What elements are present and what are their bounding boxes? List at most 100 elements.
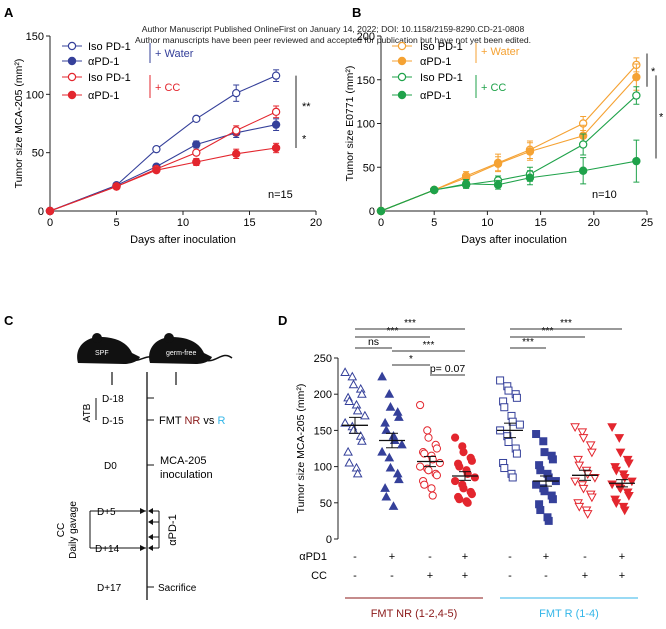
- legend-marker: [397, 41, 407, 51]
- data-point: [624, 459, 634, 469]
- legend-marker: [397, 56, 407, 66]
- scatter-group-6: [570, 423, 600, 519]
- data-point: [619, 473, 630, 483]
- scatter-group-2: [416, 400, 444, 500]
- d-plus-14: D+14: [95, 544, 120, 555]
- panel-letter-a: A: [4, 5, 14, 20]
- germ-free-mouse-icon: germ-free: [149, 333, 233, 364]
- data-point: [548, 495, 557, 504]
- data-point: [380, 417, 390, 427]
- data-point: [424, 433, 433, 442]
- data-point: [352, 468, 363, 478]
- data-point: [611, 499, 622, 509]
- x-tick-label: 25: [641, 217, 653, 229]
- spf-label: SPF: [95, 350, 109, 357]
- header-line-1: Author Manuscript Published OnlineFirst …: [141, 24, 525, 34]
- cc-sign: +: [462, 570, 468, 582]
- x-tick-label: 0: [378, 217, 384, 229]
- data-point: [504, 437, 513, 446]
- data-point: [463, 498, 472, 507]
- gavage-label: Daily gavage: [68, 501, 79, 559]
- data-point: [578, 166, 588, 175]
- data-point: [348, 379, 359, 389]
- significance-label: ***: [423, 340, 435, 351]
- data-point: [512, 393, 521, 402]
- significance-bracket: ***: [510, 326, 585, 338]
- data-point: [152, 144, 161, 154]
- data-point: [231, 149, 241, 159]
- data-point: [388, 501, 399, 510]
- data-point: [540, 487, 549, 496]
- data-point: [548, 455, 557, 464]
- x-tick-label: 20: [588, 217, 600, 229]
- data-point: [578, 140, 588, 149]
- significance-bracket: ***: [510, 337, 546, 349]
- data-point: [432, 471, 441, 480]
- data-point: [525, 147, 535, 156]
- data-point: [384, 388, 395, 398]
- data-point: [420, 480, 429, 489]
- data-point: [574, 461, 585, 471]
- legend-group-water: + Water: [155, 48, 194, 60]
- d-minus-18: D-18: [102, 394, 124, 405]
- legend-marker: [397, 90, 407, 100]
- y-tick-label: 50: [363, 162, 375, 174]
- inoculation-line-1: MCA-205: [160, 455, 206, 467]
- data-point: [340, 417, 350, 427]
- data-point: [343, 446, 353, 456]
- data-point: [231, 126, 241, 135]
- data-point: [360, 410, 370, 420]
- scatter-group-4: [496, 376, 524, 482]
- data-point: [231, 88, 241, 98]
- data-point: [582, 510, 593, 519]
- data-point: [451, 476, 460, 486]
- cc-sign: +: [427, 570, 433, 582]
- header-line-2: Author manuscripts have been peer review…: [134, 35, 532, 45]
- data-point: [615, 448, 626, 458]
- cc-sign: -: [353, 570, 357, 582]
- data-point: [500, 464, 509, 473]
- data-point: [540, 448, 549, 457]
- group-label-fmt-nr: FMT NR (1-2,4-5): [371, 608, 458, 620]
- cc-sign: -: [390, 570, 394, 582]
- data-point: [192, 114, 201, 124]
- apd1-sign: -: [583, 551, 587, 563]
- y-axis-title: Tumor size E0771 (mm²): [344, 66, 356, 182]
- data-point: [451, 433, 460, 442]
- significance-label: ***: [404, 318, 416, 329]
- legend-label: αPD-1: [88, 56, 119, 68]
- data-point: [45, 206, 55, 216]
- data-point: [380, 483, 390, 492]
- series-3: [45, 142, 281, 216]
- x-tick-label: 20: [310, 217, 322, 229]
- data-point: [344, 457, 355, 467]
- significance-bracket: p= 0.07: [430, 363, 465, 376]
- cc-sign: +: [582, 570, 588, 582]
- legend-label: αPD-1: [420, 56, 451, 68]
- data-point: [385, 462, 396, 472]
- panel-a-chart: 0 5 10 15 20 0 50 100 150 Days after inoculation T…: [13, 31, 322, 246]
- data-point: [467, 490, 476, 499]
- apd1-sign: -: [428, 551, 432, 563]
- data-point: [470, 473, 479, 482]
- significance-bracket: ***: [355, 326, 430, 338]
- apd1-sign: -: [508, 551, 512, 563]
- scatter-group-0: [340, 367, 370, 478]
- legend-label: αPD-1: [88, 90, 119, 102]
- data-point: [432, 444, 441, 453]
- data-point: [424, 466, 433, 475]
- data-point: [385, 402, 396, 411]
- significance-label: *: [409, 354, 413, 365]
- data-point: [271, 143, 281, 153]
- x-axis-title: Days after inoculation: [461, 234, 567, 246]
- row-label-cc: CC: [311, 570, 327, 582]
- significance-label: ***: [542, 326, 554, 337]
- data-point: [614, 434, 625, 443]
- cc-sign: +: [619, 570, 625, 582]
- data-point: [496, 376, 505, 385]
- legend-marker: [67, 72, 77, 82]
- y-tick-label: 100: [26, 89, 44, 101]
- data-point: [192, 140, 201, 149]
- data-point: [340, 367, 350, 376]
